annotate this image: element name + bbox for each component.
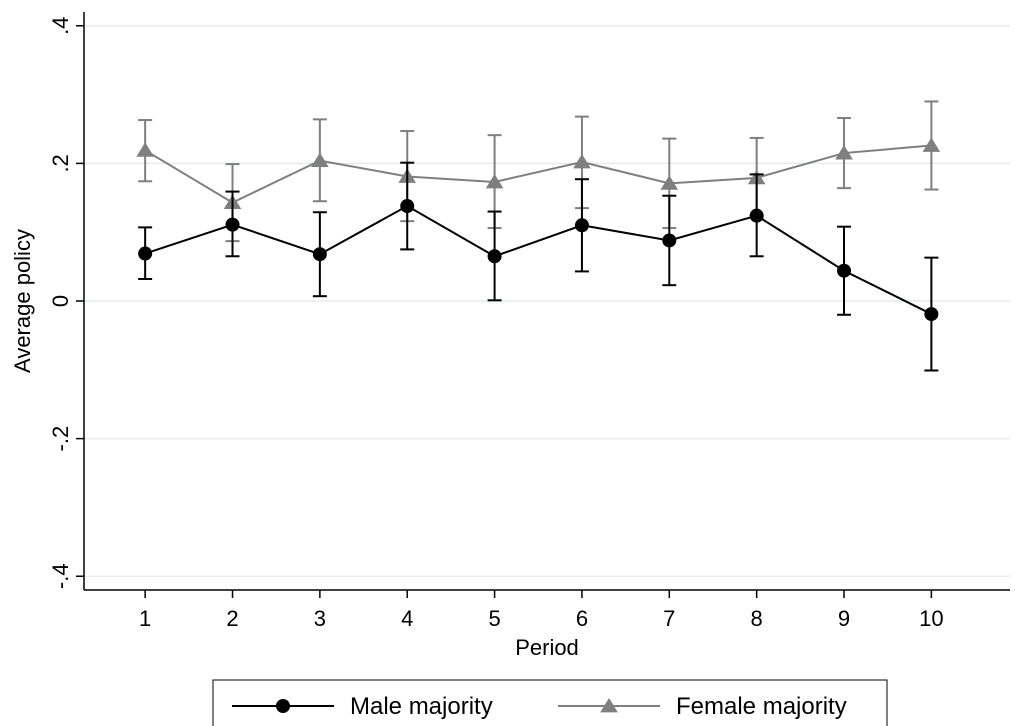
x-tick-label: 9 — [838, 606, 850, 631]
legend-label: Male majority — [350, 693, 493, 720]
data-point — [924, 307, 939, 322]
y-tick-label: .4 — [48, 17, 73, 35]
y-axis-title: Average policy — [10, 229, 35, 373]
data-point — [312, 247, 327, 262]
series-0 — [138, 161, 939, 372]
x-tick-label: 2 — [226, 606, 238, 631]
series-layer — [136, 100, 941, 372]
y-tick-label: -.4 — [48, 563, 73, 589]
x-axis-title: Period — [515, 635, 579, 660]
data-point — [662, 233, 677, 248]
series-line — [144, 144, 932, 204]
data-point — [837, 263, 852, 278]
x-axis-ticks: 1 2 3 4 5 6 7 8 9 10 — [139, 590, 944, 631]
y-tick-label: .2 — [48, 154, 73, 172]
legend-box — [212, 679, 888, 726]
x-tick-label: 10 — [919, 606, 943, 631]
data-point — [136, 142, 154, 157]
legend-items: Male majority Female majority — [232, 693, 847, 720]
x-tick-label: 8 — [751, 606, 763, 631]
data-point — [660, 175, 679, 190]
legend-marker — [600, 698, 618, 713]
legend-marker — [276, 699, 290, 713]
x-tick-label: 6 — [576, 606, 588, 631]
data-point — [400, 199, 415, 214]
x-tick-label: 5 — [488, 606, 500, 631]
data-point — [225, 217, 240, 232]
y-axis-ticks: -.4 -.2 0 .2 .4 — [48, 17, 84, 589]
data-point — [749, 208, 764, 223]
x-tick-label: 1 — [139, 606, 151, 631]
data-point — [574, 218, 589, 233]
data-point — [138, 246, 153, 261]
x-tick-label: 7 — [663, 606, 675, 631]
y-tick-label: 0 — [48, 295, 73, 307]
data-point — [573, 154, 591, 169]
data-point — [311, 152, 329, 168]
legend-label: Female majority — [676, 693, 847, 720]
data-point — [835, 145, 853, 160]
x-tick-label: 3 — [314, 606, 326, 631]
series-line — [144, 204, 932, 315]
data-point — [922, 137, 941, 152]
y-tick-label: -.2 — [48, 426, 73, 452]
gridlines — [84, 25, 1010, 577]
data-point — [485, 173, 504, 189]
x-tick-label: 4 — [401, 606, 413, 631]
legend: Male majority Female majority — [212, 679, 888, 726]
data-point — [487, 249, 502, 264]
series-1 — [136, 100, 941, 243]
